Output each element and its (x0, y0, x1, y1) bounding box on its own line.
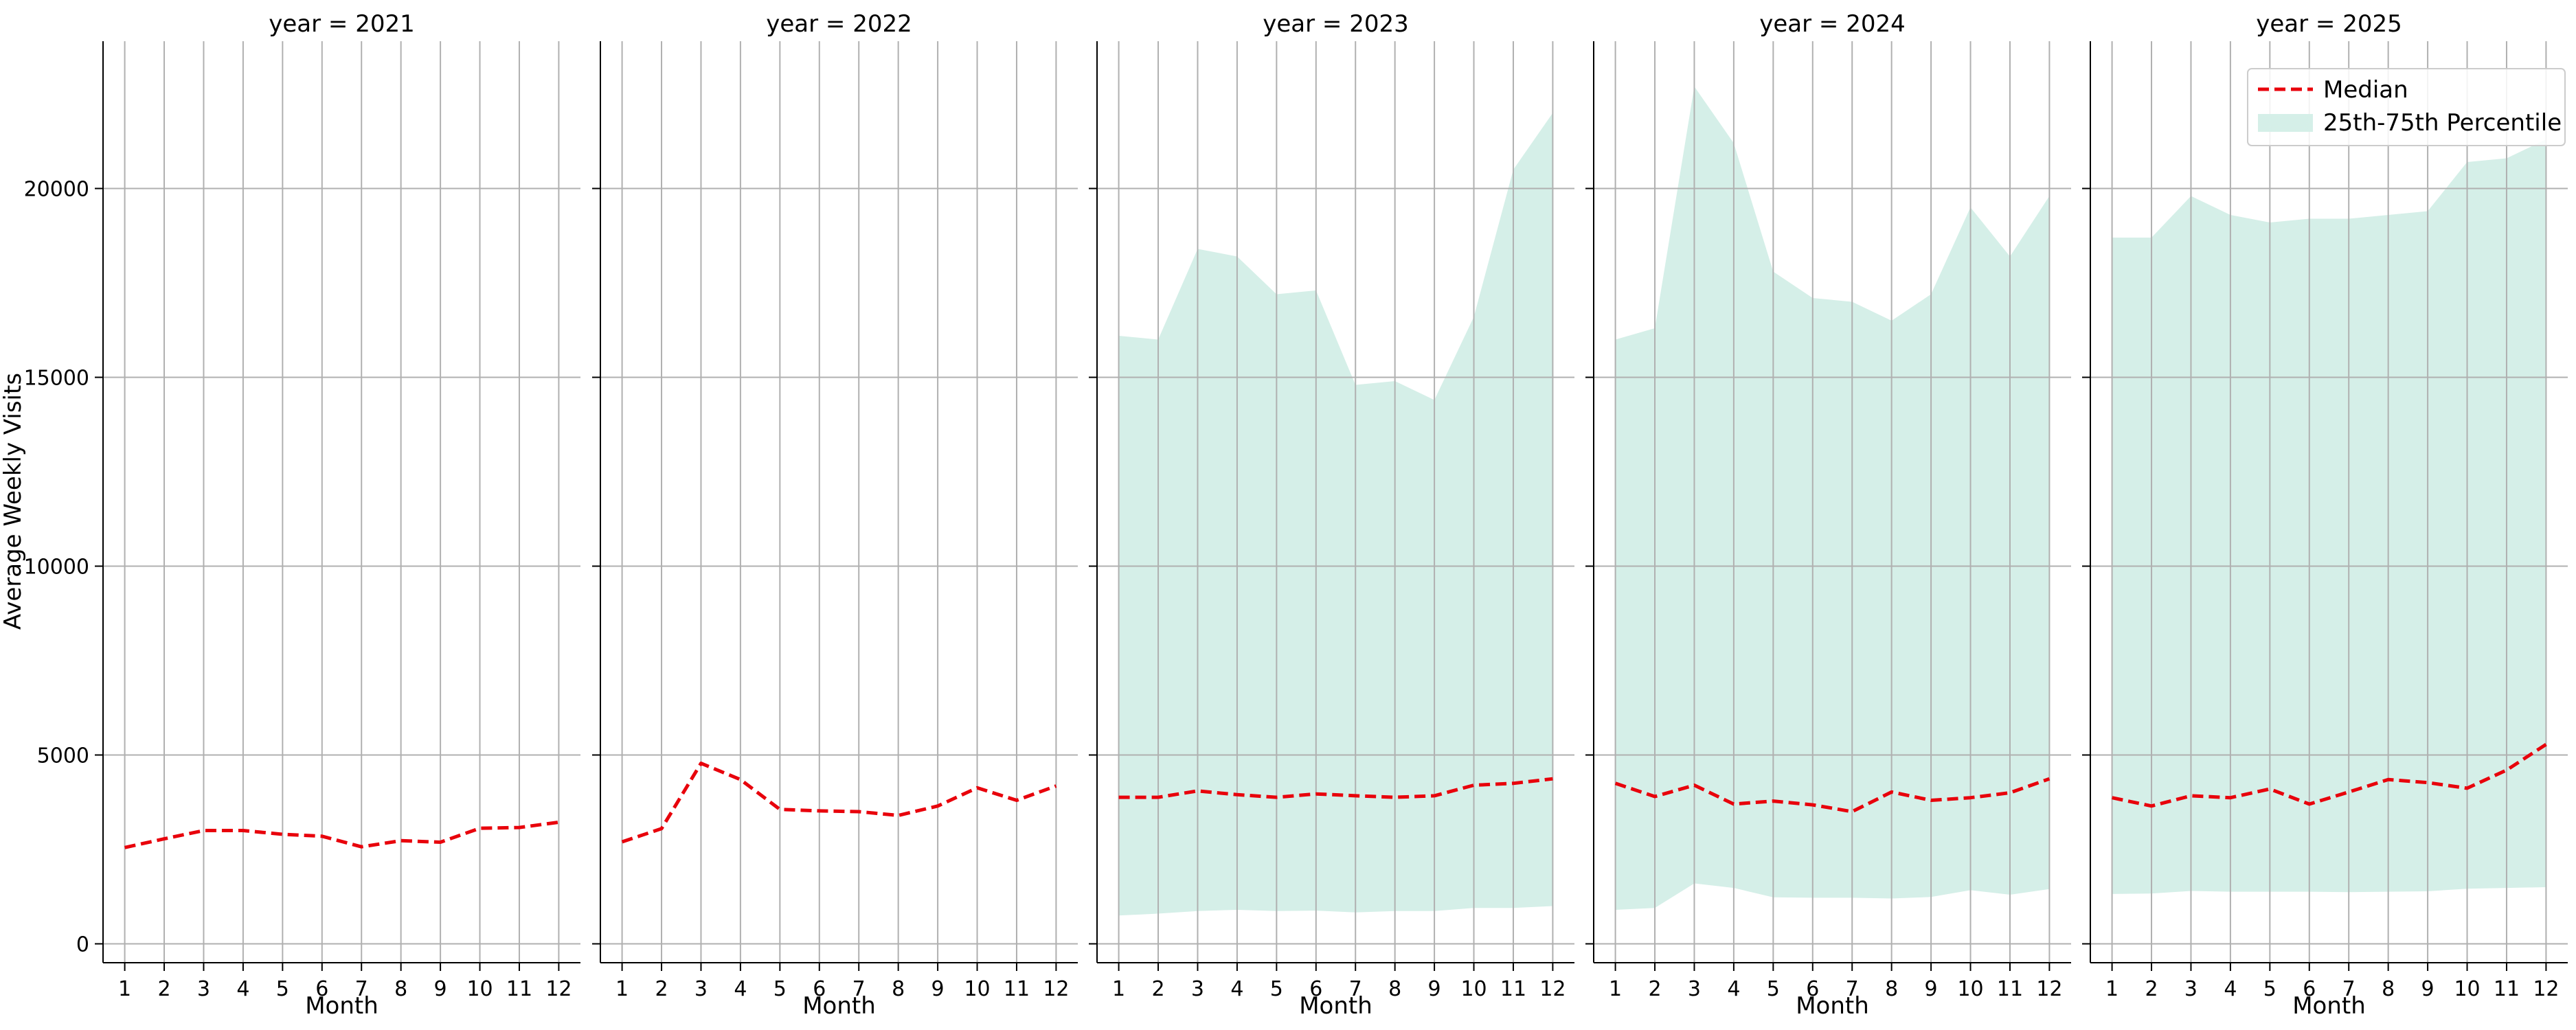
percentile-band (2112, 139, 2546, 894)
x-tick-label: 1 (615, 977, 629, 1001)
x-tick-label: 12 (2533, 977, 2559, 1001)
x-axis-label: Month (2292, 992, 2366, 1020)
x-tick-label: 4 (1230, 977, 1243, 1001)
y-tick-label: 15000 (24, 367, 89, 391)
panel-title: year = 2024 (1759, 10, 1905, 38)
x-tick-label: 7 (1349, 977, 1362, 1001)
legend-band-swatch (2258, 114, 2313, 132)
y-axis-label: Average Weekly Visits (0, 373, 27, 630)
x-tick-label: 10 (964, 977, 990, 1001)
x-tick-label: 6 (1806, 977, 1819, 1001)
x-tick-label: 9 (434, 977, 447, 1001)
x-tick-label: 4 (1727, 977, 1740, 1001)
median-line (1118, 777, 1553, 799)
x-tick-label: 8 (1885, 977, 1898, 1001)
x-tick-label: 11 (1500, 977, 1526, 1001)
x-tick-label: 6 (1309, 977, 1322, 1001)
x-tick-label: 10 (1957, 977, 1983, 1001)
x-tick-label: 2 (1648, 977, 1661, 1001)
x-tick-label: 11 (2494, 977, 2520, 1001)
x-tick-label: 12 (1539, 977, 1566, 1001)
x-tick-label: 6 (2303, 977, 2316, 1001)
x-tick-label: 11 (506, 977, 532, 1001)
x-tick-label: 4 (734, 977, 747, 1001)
y-tick-label: 0 (76, 933, 89, 957)
x-tick-label: 10 (2454, 977, 2480, 1001)
x-tick-label: 10 (466, 977, 493, 1001)
x-tick-label: 7 (355, 977, 368, 1001)
x-tick-label: 8 (2382, 977, 2395, 1001)
x-tick-label: 1 (1112, 977, 1125, 1001)
x-tick-label: 9 (931, 977, 945, 1001)
x-tick-label: 12 (2036, 977, 2062, 1001)
x-tick-label: 11 (1004, 977, 1030, 1001)
y-tick-label: 20000 (24, 178, 89, 202)
x-tick-label: 12 (545, 977, 572, 1001)
median-line (621, 762, 1057, 844)
x-tick-label: 1 (118, 977, 131, 1001)
x-tick-label: 7 (852, 977, 866, 1001)
x-tick-label: 9 (1925, 977, 1938, 1001)
x-tick-label: 3 (1191, 977, 1204, 1001)
x-axis-label: Month (1299, 992, 1372, 1020)
panel-title: year = 2022 (766, 10, 912, 38)
panel-title: year = 2021 (269, 10, 414, 38)
x-tick-label: 5 (2263, 977, 2276, 1001)
x-tick-label: 2 (1151, 977, 1164, 1001)
x-tick-label: 1 (2105, 977, 2119, 1001)
legend-median-label: Median (2323, 76, 2408, 104)
x-tick-label: 8 (1388, 977, 1401, 1001)
panel-title: year = 2025 (2256, 10, 2402, 38)
legend-frame (2247, 68, 2566, 146)
legend-band-label: 25th-75th Percentile (2323, 109, 2562, 137)
x-axis-label: Month (802, 992, 876, 1020)
y-tick-label: 5000 (37, 744, 89, 768)
panel-title: year = 2023 (1263, 10, 1408, 38)
x-tick-label: 2 (2145, 977, 2158, 1001)
x-tick-label: 5 (773, 977, 787, 1001)
median-line (2112, 743, 2547, 808)
legend: Median 25th-75th Percentile (2247, 68, 2566, 146)
x-tick-label: 11 (1997, 977, 2023, 1001)
x-tick-label: 2 (157, 977, 170, 1001)
median-line (1614, 777, 2050, 814)
x-tick-label: 6 (813, 977, 826, 1001)
x-tick-label: 2 (655, 977, 668, 1001)
x-tick-label: 12 (1043, 977, 1069, 1001)
x-tick-label: 8 (394, 977, 407, 1001)
x-tick-label: 1 (1609, 977, 1622, 1001)
x-tick-label: 3 (197, 977, 210, 1001)
x-axis-label: Month (305, 992, 379, 1020)
x-tick-label: 9 (1428, 977, 1441, 1001)
x-axis-label: Month (1796, 992, 1869, 1020)
x-tick-label: 4 (236, 977, 249, 1001)
x-tick-label: 5 (1270, 977, 1283, 1001)
percentile-band (1118, 113, 1553, 916)
x-tick-label: 6 (315, 977, 328, 1001)
x-tick-label: 5 (276, 977, 289, 1001)
x-tick-label: 10 (1460, 977, 1487, 1001)
median-line (124, 820, 559, 849)
x-tick-label: 7 (1846, 977, 1859, 1001)
percentile-band (1615, 87, 2050, 910)
x-tick-label: 5 (1767, 977, 1780, 1001)
x-tick-label: 3 (1688, 977, 1701, 1001)
x-tick-label: 8 (892, 977, 905, 1001)
x-tick-label: 9 (2421, 977, 2434, 1001)
x-tick-label: 7 (2342, 977, 2355, 1001)
y-tick-label: 10000 (24, 556, 89, 580)
x-tick-label: 3 (694, 977, 708, 1001)
x-tick-label: 4 (2224, 977, 2237, 1001)
x-tick-label: 3 (2184, 977, 2197, 1001)
